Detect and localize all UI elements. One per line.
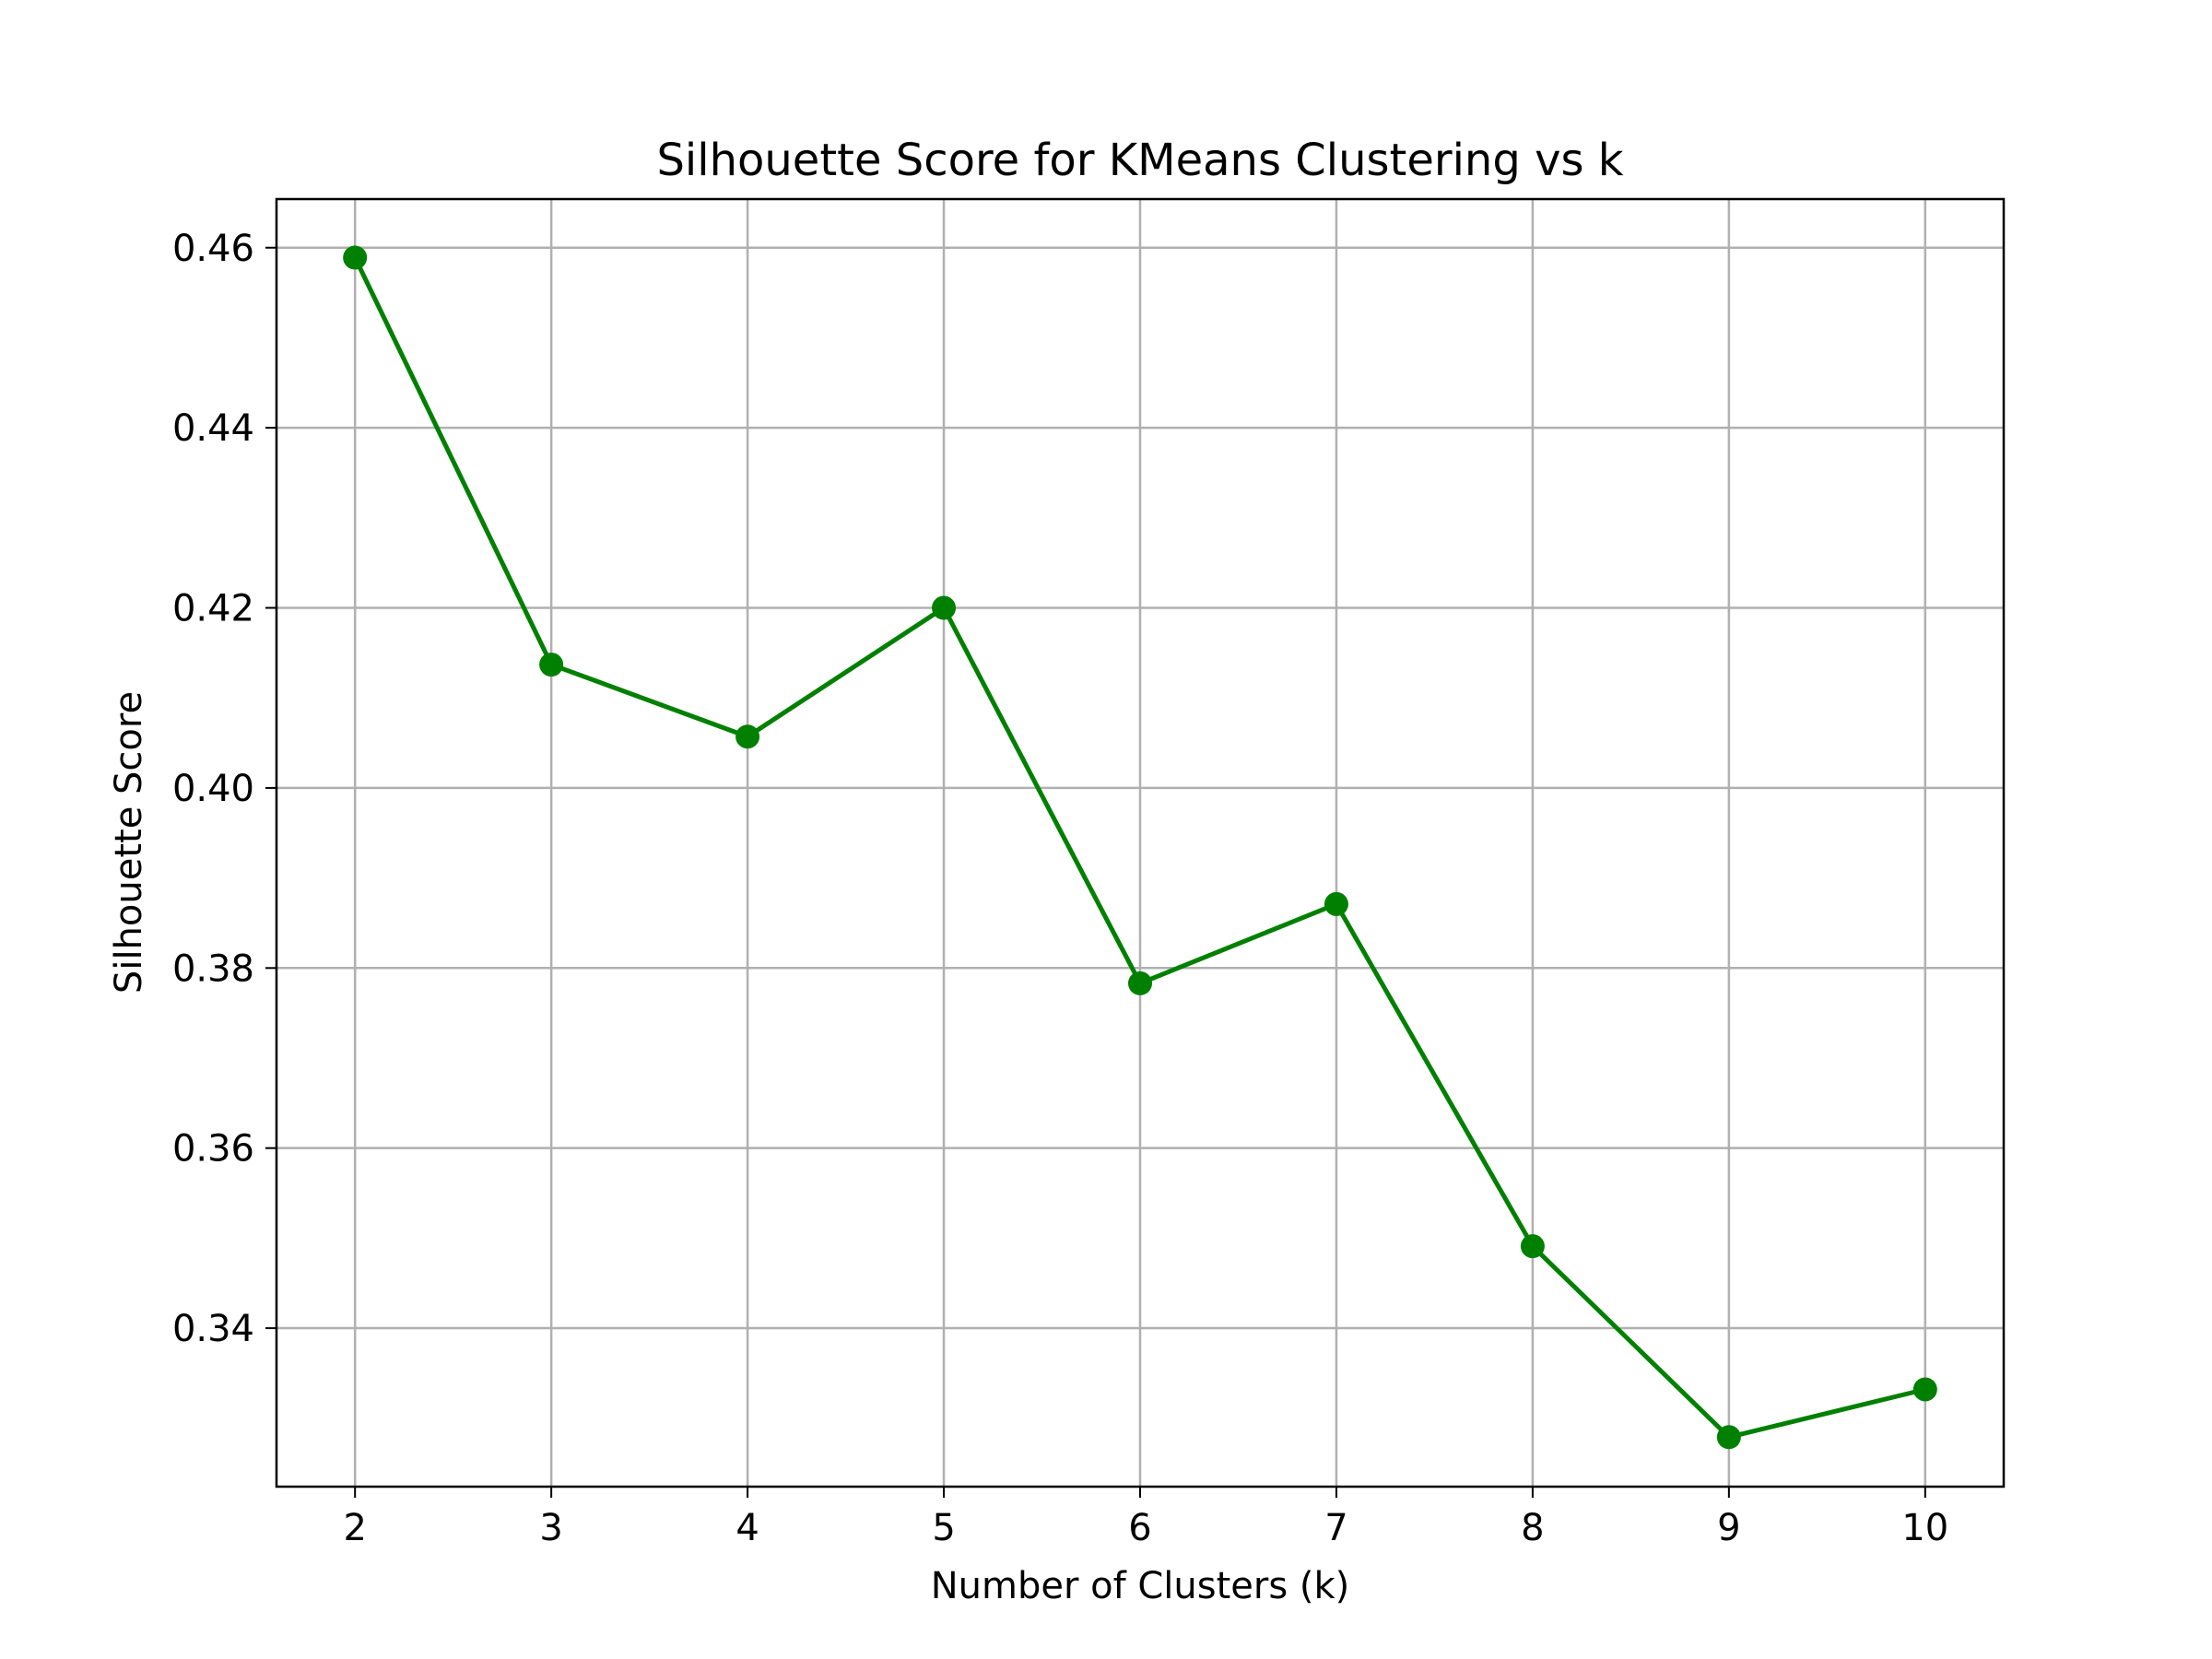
data-point xyxy=(1324,891,1348,916)
y-tick-label: 0.40 xyxy=(172,768,254,810)
data-point xyxy=(1716,1425,1741,1450)
y-tick-label: 0.42 xyxy=(172,588,254,630)
data-point xyxy=(1912,1377,1937,1402)
data-point xyxy=(932,595,957,620)
y-tick-label: 0.36 xyxy=(172,1128,254,1171)
grid xyxy=(276,199,2004,1487)
x-axis-label: Number of Clusters (k) xyxy=(931,1565,1350,1607)
x-tick-label: 2 xyxy=(343,1507,366,1549)
x-tick-label: 9 xyxy=(1717,1507,1740,1549)
x-tick-label: 10 xyxy=(1901,1507,1948,1549)
y-tick-label: 0.38 xyxy=(172,947,254,990)
chart-title: Silhouette Score for KMeans Clustering v… xyxy=(656,135,1623,186)
y-ticks: 0.34 0.36 0.38 0.40 0.42 0.44 0.46 xyxy=(172,228,276,1350)
x-tick-label: 8 xyxy=(1521,1507,1544,1549)
data-point xyxy=(735,724,760,749)
x-tick-label: 5 xyxy=(932,1507,955,1549)
series-layer xyxy=(343,245,1937,1450)
data-point xyxy=(343,245,368,270)
x-tick-label: 3 xyxy=(539,1507,562,1549)
x-tick-label: 6 xyxy=(1128,1507,1151,1549)
data-point xyxy=(1520,1234,1545,1259)
y-tick-label: 0.44 xyxy=(172,407,254,450)
x-tick-label: 4 xyxy=(735,1507,759,1549)
y-axis-label: Silhouette Score xyxy=(108,691,150,994)
x-tick-label: 7 xyxy=(1324,1507,1347,1549)
x-ticks: 2 3 4 5 6 7 8 9 10 xyxy=(343,1487,1948,1549)
y-tick-label: 0.34 xyxy=(172,1308,254,1350)
data-point xyxy=(1128,971,1152,995)
data-point xyxy=(539,653,564,677)
y-tick-label: 0.46 xyxy=(172,228,254,270)
